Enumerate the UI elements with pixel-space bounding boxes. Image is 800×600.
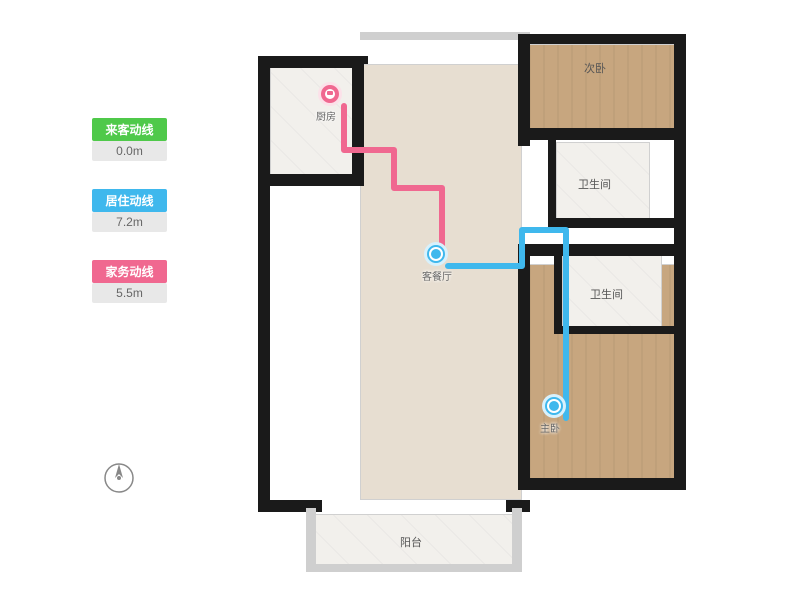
legend-item-guest: 来客动线 0.0m <box>92 118 167 161</box>
label-bath2: 卫生间 <box>590 286 623 302</box>
legend-value: 0.0m <box>92 141 167 161</box>
legend-item-resident: 居住动线 7.2m <box>92 189 167 232</box>
marker-kitchen <box>318 82 342 106</box>
legend-item-chore: 家务动线 5.5m <box>92 260 167 303</box>
marker-bed1 <box>542 394 566 418</box>
label-bed2: 次卧 <box>584 60 606 76</box>
label-balcony: 阳台 <box>400 534 422 550</box>
marker-bed1-label: 主卧 <box>540 420 560 435</box>
legend-label: 居住动线 <box>92 189 167 212</box>
label-bath1: 卫生间 <box>578 176 611 192</box>
path-resident <box>256 20 688 580</box>
marker-living <box>424 242 448 266</box>
legend-value: 7.2m <box>92 212 167 232</box>
marker-kitchen-label: 厨房 <box>316 108 336 123</box>
legend-value: 5.5m <box>92 283 167 303</box>
legend-label: 来客动线 <box>92 118 167 141</box>
legend-label: 家务动线 <box>92 260 167 283</box>
legend: 来客动线 0.0m 居住动线 7.2m 家务动线 5.5m <box>92 118 167 331</box>
marker-living-label: 客餐厅 <box>422 268 452 283</box>
floorplan: 厨房 客餐厅 主卧 次卧 卫生间 卫生间 阳台 <box>256 20 688 580</box>
compass-icon <box>101 460 137 496</box>
